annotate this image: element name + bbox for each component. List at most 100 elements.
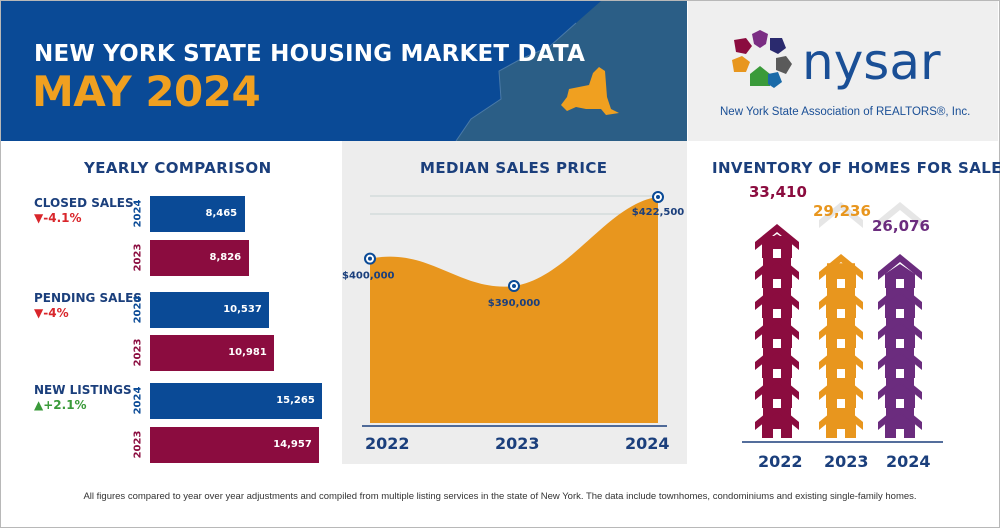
bar-year-label: 2024 xyxy=(132,295,144,324)
house-icon xyxy=(826,414,856,438)
nysar-logo-icon xyxy=(732,30,792,88)
bar-year-label: 2023 xyxy=(132,338,144,367)
house-roof-icon xyxy=(819,344,863,370)
median-price-chart: $400,000 $390,000 $422,500 xyxy=(342,191,685,427)
house-door-icon xyxy=(773,399,781,408)
bar-2024-pending-sales xyxy=(150,292,269,328)
house-icon xyxy=(885,324,915,348)
bar-value-label: 8,465 xyxy=(205,208,238,219)
inventory-year-2022: 2022 xyxy=(758,452,803,471)
house-roof-icon xyxy=(755,224,799,250)
inventory-title: INVENTORY OF HOMES FOR SALE xyxy=(712,159,1000,177)
price-label-2022: $400,000 xyxy=(342,271,395,282)
price-area xyxy=(370,197,658,423)
house-icon xyxy=(885,264,915,288)
bar-year-label: 2023 xyxy=(132,243,144,272)
price-point-center xyxy=(656,195,660,200)
inventory-value-2023: 29,236 xyxy=(813,202,871,220)
house-roof-icon xyxy=(755,284,799,310)
house-icon xyxy=(762,324,792,348)
house-icon xyxy=(885,294,915,318)
price-point-center xyxy=(512,284,516,289)
house-roof-icon xyxy=(755,344,799,370)
page-title: NEW YORK STATE HOUSING MARKET DATA xyxy=(34,41,586,67)
house-roof-icon xyxy=(878,404,922,430)
house-door-icon xyxy=(837,309,845,318)
bar-value-label: 14,957 xyxy=(273,439,312,450)
price-label-2023: $390,000 xyxy=(488,298,541,309)
house-icon xyxy=(826,384,856,408)
metric-change-pending-sales: ▼-4% xyxy=(34,306,69,320)
house-door-icon xyxy=(773,249,781,258)
bar-value-label: 10,537 xyxy=(223,304,262,315)
house-roof-icon xyxy=(819,404,863,430)
house-roof-icon xyxy=(755,314,799,340)
house-roof-icon xyxy=(755,254,799,280)
house-door-icon xyxy=(773,429,781,438)
house-roof-icon xyxy=(819,254,863,280)
bar-year-label: 2024 xyxy=(132,386,144,415)
down-arrow-icon: ▼ xyxy=(34,306,44,320)
house-icon xyxy=(826,324,856,348)
house-icon xyxy=(762,354,792,378)
house-icon xyxy=(885,414,915,438)
house-outline-icon xyxy=(878,202,922,228)
metric-change-new-listings: ▲+2.1% xyxy=(34,398,87,412)
house-door-icon xyxy=(896,309,904,318)
house-door-icon xyxy=(837,369,845,378)
price-point-center xyxy=(368,256,372,261)
house-door-icon xyxy=(837,399,845,408)
x-tick-2023: 2023 xyxy=(495,434,540,453)
house-roof-icon xyxy=(878,284,922,310)
metric-label-new-listings: NEW LISTINGS xyxy=(34,383,132,397)
yearly-comparison-title: YEARLY COMPARISON xyxy=(84,159,272,177)
down-arrow-icon: ▼ xyxy=(34,211,44,225)
price-label-2024: $422,500 xyxy=(632,207,685,218)
bar-2023-closed-sales xyxy=(150,240,249,276)
house-door-icon xyxy=(837,279,845,288)
footnote: All figures compared to year over year a… xyxy=(83,491,917,502)
house-roof-icon xyxy=(819,314,863,340)
x-tick-2024: 2024 xyxy=(625,434,670,453)
metric-label-pending-sales: PENDING SALES xyxy=(34,291,142,305)
logo-wordmark: nysar xyxy=(802,33,941,91)
x-tick-2022: 2022 xyxy=(365,434,410,453)
house-roof-icon xyxy=(878,344,922,370)
bar-year-label: 2024 xyxy=(132,199,144,228)
house-roof-icon xyxy=(819,284,863,310)
house-roof-icon xyxy=(878,374,922,400)
median-price-panel: $400,000 $390,000 $422,500 xyxy=(342,141,687,464)
house-door-icon xyxy=(837,429,845,438)
house-roof-icon xyxy=(878,314,922,340)
new-york-map-background xyxy=(455,1,687,141)
house-icon xyxy=(826,264,856,288)
house-icon xyxy=(885,354,915,378)
inventory-value-2024: 26,076 xyxy=(872,217,930,235)
inventory-chart xyxy=(742,202,943,443)
bar-value-label: 10,981 xyxy=(228,347,267,358)
house-icon xyxy=(762,264,792,288)
header-banner: NEW YORK STATE HOUSING MARKET DATA MAY 2… xyxy=(1,1,687,141)
median-price-title: MEDIAN SALES PRICE xyxy=(420,159,608,177)
house-door-icon xyxy=(773,279,781,288)
bar-2024-closed-sales xyxy=(150,196,245,232)
logo-subtitle: New York State Association of REALTORS®,… xyxy=(720,106,971,118)
house-roof-icon xyxy=(878,254,922,280)
inventory-year-2023: 2023 xyxy=(824,452,869,471)
bar-year-label: 2023 xyxy=(132,430,144,459)
bar-value-label: 8,826 xyxy=(209,252,242,263)
new-york-state-icon xyxy=(561,67,619,115)
house-door-icon xyxy=(896,369,904,378)
house-door-icon xyxy=(837,339,845,348)
bar-2024-new-listings xyxy=(150,383,322,419)
house-roof-icon xyxy=(755,404,799,430)
house-door-icon xyxy=(773,309,781,318)
inventory-year-2024: 2024 xyxy=(886,452,931,471)
house-icon xyxy=(885,384,915,408)
page-subtitle-date: MAY 2024 xyxy=(32,67,261,116)
house-door-icon xyxy=(896,429,904,438)
house-icon xyxy=(762,384,792,408)
house-door-icon xyxy=(896,279,904,288)
house-door-icon xyxy=(896,399,904,408)
house-door-icon xyxy=(773,369,781,378)
